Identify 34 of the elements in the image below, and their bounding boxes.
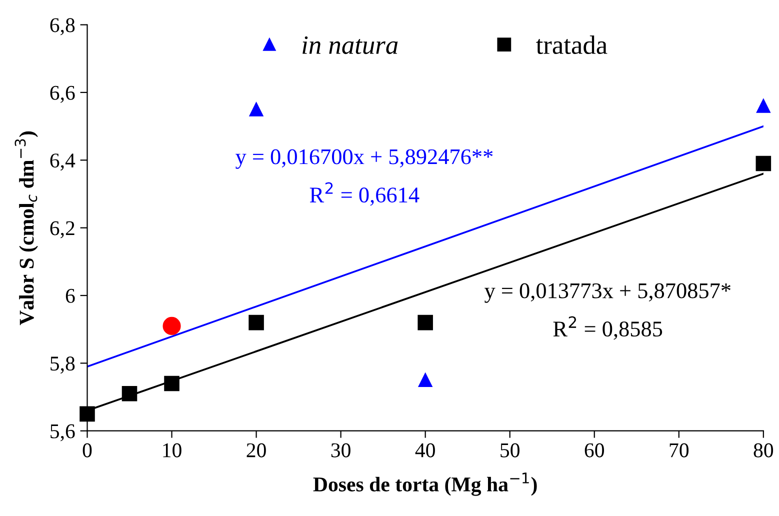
point <box>122 386 138 402</box>
x-tick-label: 10 <box>163 443 182 458</box>
point <box>756 156 772 172</box>
y-tick-label: 6,8 <box>50 18 75 36</box>
point <box>756 99 770 113</box>
x-tick-label: 30 <box>331 443 350 458</box>
point <box>162 316 181 335</box>
annotation: y = 0,016700x + 5,892476** <box>236 149 493 169</box>
annotation: R$^{2}$ = 0,8585 <box>553 316 662 340</box>
legend-label: in natura <box>302 36 398 54</box>
point <box>249 102 264 116</box>
point <box>418 314 433 330</box>
annotation: R$^{2}$ = 0,6614 <box>310 182 420 206</box>
legend-label: tratada <box>536 35 608 54</box>
point <box>248 314 264 330</box>
annotation: y = 0,013773x + 5,870857* <box>484 283 730 303</box>
y-tick-label: 5,8 <box>50 356 75 374</box>
x-tick-label: 20 <box>246 443 266 458</box>
y-tick-label: 6 <box>66 288 75 303</box>
point <box>164 376 180 392</box>
y-tick-label: 6,6 <box>50 86 75 103</box>
x-tick-label: 70 <box>670 443 689 458</box>
x-tick-label: 40 <box>415 443 435 458</box>
x-tick-label: 0 <box>82 443 92 458</box>
y-tick-label: 6,2 <box>50 221 74 238</box>
y-tick-label: 5,6 <box>50 424 75 442</box>
x-axis-title: Doses de torta (Mg ha$^{−1}$) <box>313 472 537 496</box>
point <box>80 406 95 422</box>
y-axis-title: Valor S (cmol$_{c}$ dm$^{−3}$) <box>14 131 38 326</box>
y-tick-label: 6,4 <box>50 154 76 171</box>
point <box>418 373 432 388</box>
x-tick-label: 50 <box>500 443 520 458</box>
x-tick-label: 60 <box>584 443 604 458</box>
x-tick-label: 80 <box>754 443 774 458</box>
